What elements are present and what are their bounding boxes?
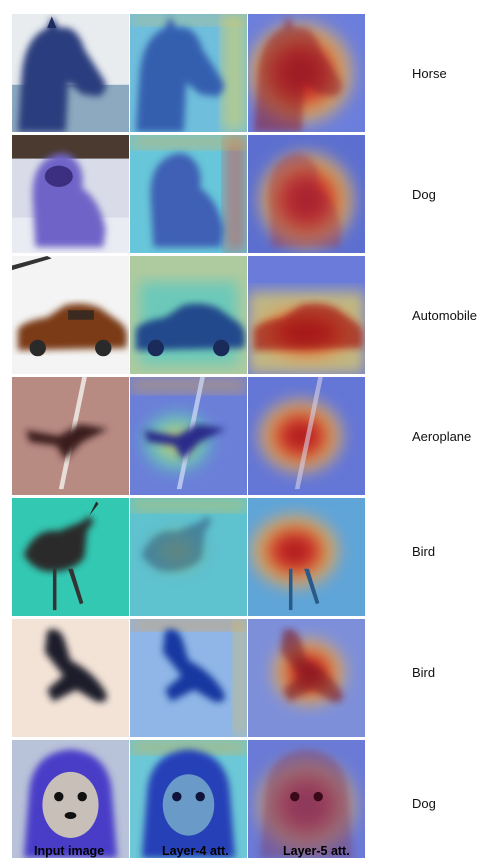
grid-row-bird-1: Bird xyxy=(12,498,435,619)
input-image-horse xyxy=(12,14,129,132)
input-image-aeroplane xyxy=(12,377,129,495)
grid-row-automobile: Automobile xyxy=(12,256,477,377)
layer4-attention-horse xyxy=(130,14,247,132)
layer5-attention-aeroplane xyxy=(248,377,365,495)
column-header-layer4: Layer-4 att. xyxy=(162,844,229,858)
grid-row-bird-2: Bird xyxy=(12,619,435,740)
input-image-automobile xyxy=(12,256,129,374)
layer5-attention-dog-2 xyxy=(248,740,365,858)
input-image-bird-2 xyxy=(12,619,129,737)
layer4-attention-automobile xyxy=(130,256,247,374)
input-image-dog-2 xyxy=(12,740,129,858)
layer5-attention-horse xyxy=(248,14,365,132)
input-image-dog xyxy=(12,135,129,253)
layer4-attention-dog xyxy=(130,135,247,253)
column-header-layer5: Layer-5 att. xyxy=(283,844,350,858)
grid-row-dog-2: Dog xyxy=(12,740,436,861)
layer4-attention-aeroplane xyxy=(130,377,247,495)
grid-row-aeroplane: Aeroplane xyxy=(12,377,471,498)
row-label: Bird xyxy=(412,544,436,559)
row-label: Bird xyxy=(412,665,436,680)
column-header-input: Input image xyxy=(34,844,105,858)
row-label: Horse xyxy=(412,66,447,81)
row-label: Dog xyxy=(412,796,436,811)
row-label: Dog xyxy=(412,187,436,202)
row-label: Automobile xyxy=(412,308,478,323)
attention-grid: Horse xyxy=(12,14,477,861)
input-image-bird-1 xyxy=(12,498,129,616)
layer4-attention-bird-1 xyxy=(130,498,247,616)
layer5-attention-automobile xyxy=(248,256,365,374)
layer5-attention-bird-1 xyxy=(248,498,365,616)
layer5-attention-bird-2 xyxy=(248,619,365,737)
grid-row-dog: Dog xyxy=(12,135,436,256)
grid-row-horse: Horse xyxy=(12,14,447,135)
layer4-attention-bird-2 xyxy=(130,619,247,737)
layer5-attention-dog xyxy=(248,135,365,253)
row-label: Aeroplane xyxy=(412,429,472,444)
layer4-attention-dog-2 xyxy=(130,740,247,858)
